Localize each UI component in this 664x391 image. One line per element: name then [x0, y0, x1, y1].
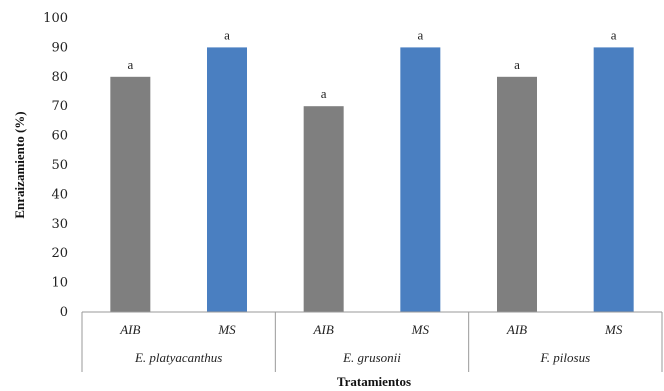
bar-ms — [207, 47, 247, 313]
bar-data-label: a — [321, 86, 327, 101]
y-tick-label: 80 — [51, 70, 68, 85]
category-label: AIB — [506, 322, 527, 337]
y-tick-label: 60 — [51, 129, 68, 144]
bar-data-label: a — [127, 57, 133, 72]
bar-aib — [110, 76, 151, 312]
y-axis-ticks: 0 10 20 30 40 50 60 70 80 90 100 — [43, 11, 68, 320]
bar-data-label: a — [417, 27, 423, 42]
data-labels: a a a a a a — [127, 27, 616, 101]
y-tick-label: 30 — [51, 217, 68, 232]
group-label: F. pilosus — [540, 350, 591, 365]
bar-data-label: a — [611, 27, 617, 42]
bar-data-label: a — [514, 57, 520, 72]
category-label: AIB — [313, 322, 334, 337]
bar-aib — [497, 76, 537, 312]
y-tick-label: 90 — [51, 40, 68, 55]
group-labels: E. platyacanthus E. grusonii F. pilosus — [134, 350, 590, 365]
y-tick-label: 10 — [51, 276, 68, 291]
category-label: MS — [217, 322, 236, 337]
y-axis-title: Enraizamiento (%) — [12, 111, 27, 218]
y-tick-label: 50 — [51, 158, 68, 173]
y-tick-label: 0 — [60, 305, 68, 320]
bars — [110, 47, 634, 313]
bar-data-label: a — [224, 27, 230, 42]
category-label: MS — [411, 322, 430, 337]
category-labels: AIB MS AIB MS AIB MS — [119, 322, 623, 337]
group-label: E. grusonii — [342, 350, 401, 365]
category-label: MS — [604, 322, 623, 337]
bar-ms — [400, 47, 441, 313]
x-axis — [81, 311, 663, 372]
group-label: E. platyacanthus — [134, 350, 222, 365]
x-axis-title: Tratamientos — [337, 374, 411, 389]
y-tick-label: 70 — [51, 99, 68, 114]
category-label: AIB — [119, 322, 140, 337]
bar-aib — [303, 106, 344, 312]
y-tick-label: 20 — [51, 246, 68, 261]
y-tick-label: 100 — [43, 11, 68, 26]
bar-ms — [593, 47, 634, 313]
y-tick-label: 40 — [51, 187, 68, 202]
